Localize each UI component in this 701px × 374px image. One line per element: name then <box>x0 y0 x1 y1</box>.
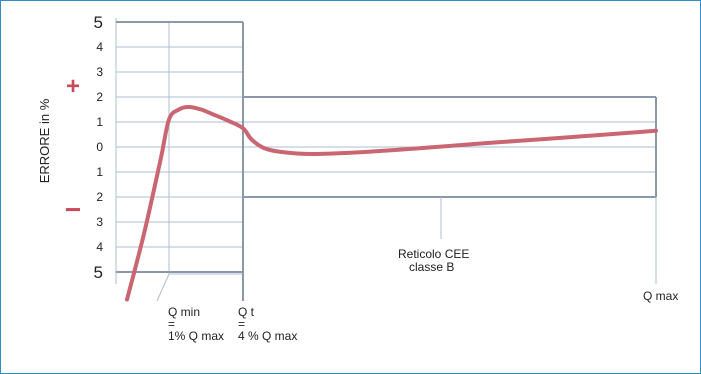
annotation-line-1: classe B <box>409 260 454 274</box>
qmin-leader <box>156 273 170 302</box>
x-label-qmax-line-0: Q max <box>643 289 678 303</box>
sign-markers: + − <box>65 73 81 225</box>
x-label-qt-line-2: 4 % Q max <box>238 329 297 343</box>
grid <box>115 18 656 302</box>
x-label-qt-line-0: Q t <box>238 305 255 319</box>
y-tick-label-10: 5 <box>94 263 103 282</box>
error-curve-layer <box>125 104 658 302</box>
y-tick-label-9: 4 <box>96 240 103 254</box>
y-axis-label: ERRORE in % <box>37 98 52 183</box>
error-curve-0 <box>125 104 658 302</box>
y-tick-label-6: 1 <box>96 165 103 179</box>
y-tick-label-0: 5 <box>94 13 103 32</box>
y-tick-label-3: 2 <box>96 90 103 104</box>
annotation-line-0: Reticolo CEE <box>398 247 469 261</box>
x-label-qt-line-1: = <box>238 317 245 331</box>
y-tick-label-8: 3 <box>96 215 103 229</box>
x-label-qmin-line-2: 1% Q max <box>168 329 224 343</box>
y-tick-labels: 5 4 3 2 1 0 1 2 3 4 5 <box>94 13 104 282</box>
tolerance-envelope <box>116 21 657 301</box>
plus-sign: + <box>66 73 80 100</box>
y-tick-label-1: 4 <box>96 40 103 54</box>
y-tick-label-4: 1 <box>96 115 103 129</box>
x-label-qmin-line-0: Q min <box>168 305 200 319</box>
x-label-qmin-line-1: = <box>168 317 175 331</box>
minus-sign: − <box>65 194 81 225</box>
y-tick-label-5: 0 <box>96 140 103 154</box>
y-tick-label-7: 2 <box>96 190 103 204</box>
y-tick-label-2: 3 <box>96 65 103 79</box>
